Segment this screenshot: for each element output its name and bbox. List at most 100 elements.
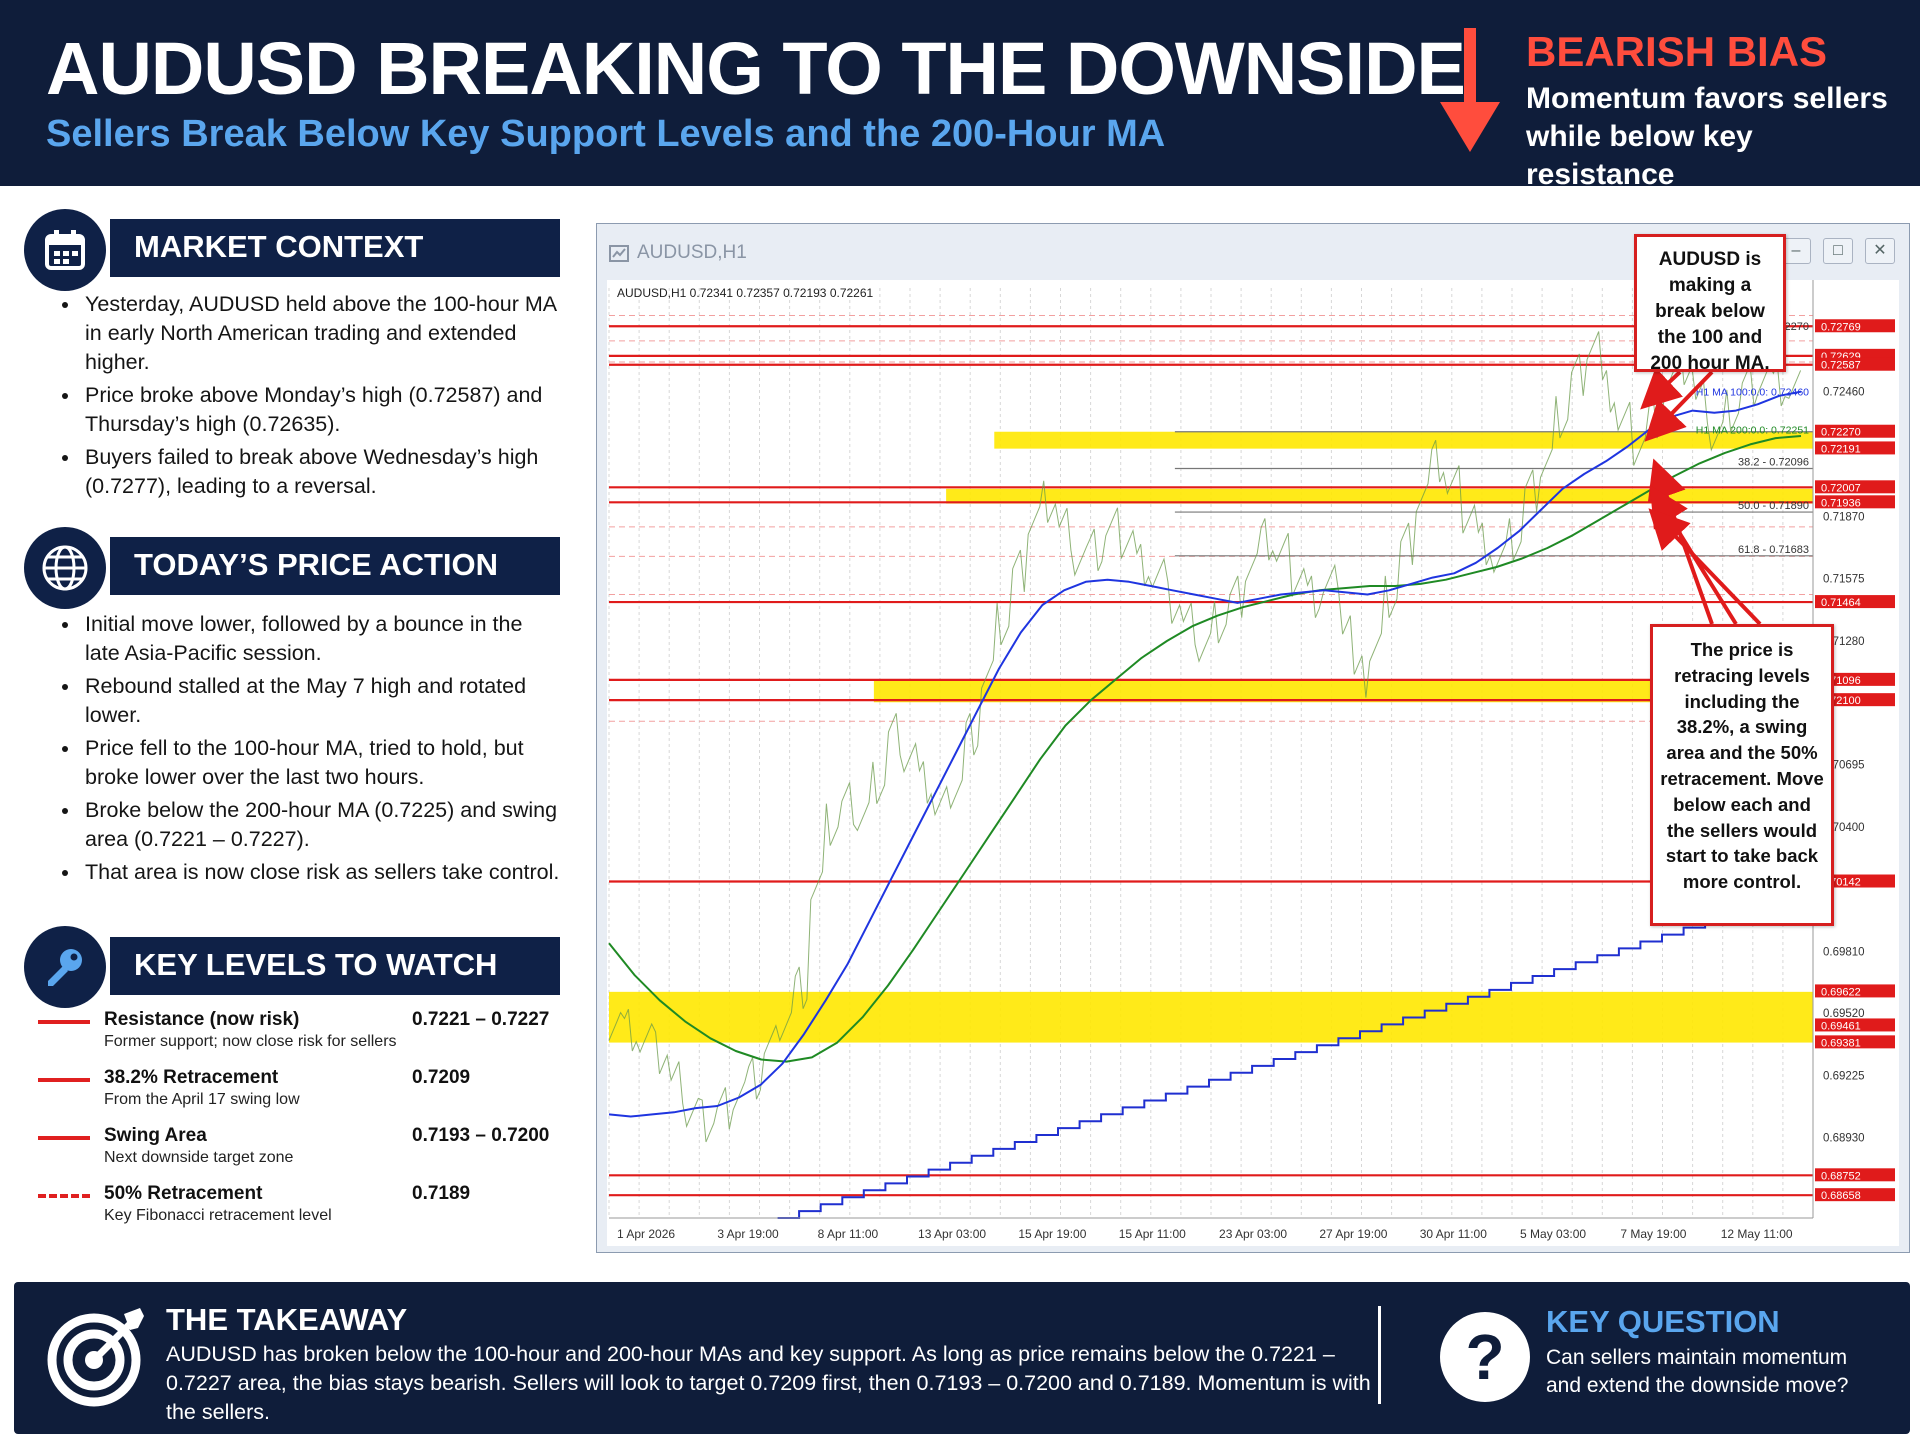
fib-label: 61.8 - 0.71683 [1738, 544, 1809, 556]
price-label: 0.72587 [1821, 360, 1861, 372]
price-label: 0.72270 [1821, 427, 1861, 439]
legend-line-solid [38, 1020, 90, 1024]
level-value: 0.7209 [412, 1067, 471, 1088]
x-tick-label: 5 May 03:00 [1520, 1227, 1586, 1241]
bias-title: BEARISH BIAS [1526, 28, 1828, 75]
calendar-icon [24, 209, 106, 291]
price-label: 0.72191 [1821, 443, 1861, 455]
price-label-box [1815, 441, 1895, 455]
x-tick-label: 27 Apr 19:00 [1319, 1227, 1387, 1241]
left-panel: MARKET CONTEXT Yesterday, AUDUSD held ab… [0, 186, 590, 1276]
price-label-box [1815, 1018, 1895, 1032]
window-controls: – □ ✕ [1763, 238, 1903, 266]
ma100-line [608, 390, 1802, 1118]
price-label: 0.69381 [1821, 1037, 1861, 1049]
key-levels-heading: KEY LEVELS TO WATCH [110, 937, 560, 995]
legend-line-dashed [38, 1194, 90, 1198]
support-zone [946, 488, 1813, 504]
level-swing-area: Swing Area Next downside target zone 0.7… [38, 1125, 568, 1179]
takeaway-panel: THE TAKEAWAY AUDUSD has broken below the… [14, 1282, 1910, 1434]
list-item: Buyers failed to break above Wednesday’s… [62, 443, 562, 501]
price-label: 0.68752 [1821, 1170, 1861, 1182]
ma-label: H1 MA 100:0.0: 0.72460 [1696, 387, 1809, 399]
list-item: Rebound stalled at the May 7 high and ro… [62, 672, 562, 730]
globe-icon [24, 527, 106, 609]
price-label-box [1815, 984, 1895, 998]
level-value: 0.7221 – 0.7227 [412, 1009, 550, 1030]
support-zone [994, 431, 1813, 449]
fib-label: 50.0 - 0.71890 [1738, 500, 1809, 512]
question-icon: ? [1440, 1312, 1530, 1402]
price-label: 0.69622 [1821, 986, 1861, 998]
price-label-box [1815, 1035, 1895, 1049]
y-tick-label: 0.71575 [1823, 574, 1865, 586]
price-label-box [1815, 672, 1895, 686]
step-line [777, 885, 1835, 1219]
price-label: 0.71936 [1821, 497, 1861, 509]
level-38-retracement: 38.2% Retracement From the April 17 swin… [38, 1067, 568, 1121]
price-label: 0.72007 [1821, 482, 1861, 494]
list-item: Yesterday, AUDUSD held above the 100-hou… [62, 290, 562, 377]
price-label-box [1815, 495, 1895, 509]
level-name: 50% Retracement [104, 1183, 263, 1204]
level-name: Swing Area [104, 1125, 207, 1146]
level-50-retracement: 50% Retracement Key Fibonacci retracemen… [38, 1183, 568, 1237]
list-item: Price broke above Monday’s high (0.72587… [62, 381, 562, 439]
market-context-list: Yesterday, AUDUSD held above the 100-hou… [62, 290, 562, 505]
price-label-box [1815, 874, 1895, 888]
chart-info-line: AUDUSD,H1 0.72341 0.72357 0.72193 0.7226… [617, 286, 874, 300]
key-icon [24, 926, 106, 1008]
ma-label: H1 MA 200:0.0: 0.72251 [1696, 425, 1809, 437]
list-item: Initial move lower, followed by a bounce… [62, 610, 562, 668]
chart-window-icon [609, 245, 629, 262]
price-label-box [1815, 357, 1895, 371]
page-subtitle: Sellers Break Below Key Support Levels a… [46, 113, 1166, 155]
x-tick-label: 15 Apr 11:00 [1119, 1227, 1186, 1241]
level-desc: Next downside target zone [104, 1149, 294, 1166]
x-tick-label: 8 Apr 11:00 [818, 1227, 879, 1241]
price-label-box [1815, 480, 1895, 494]
y-tick-label: 0.69810 [1823, 947, 1865, 959]
y-tick-label: 0.68930 [1823, 1133, 1865, 1145]
list-item: Broke below the 200-hour MA (0.7225) and… [62, 796, 562, 854]
maximize-button[interactable]: □ [1823, 238, 1853, 264]
retracement-callout: The price is retracing levels including … [1650, 624, 1834, 926]
divider [1378, 1306, 1381, 1404]
key-question-text: Can sellers maintain momentum and extend… [1546, 1346, 1849, 1397]
price-label-box [1815, 319, 1895, 333]
level-name: Resistance (now risk) [104, 1009, 300, 1030]
down-arrow-icon [1440, 28, 1500, 152]
list-item: Price fell to the 100-hour MA, tried to … [62, 734, 562, 792]
bias-text: Momentum favors sellers while below key … [1526, 82, 1888, 191]
takeaway-text: AUDUSD has broken below the 100-hour and… [166, 1342, 1371, 1424]
close-button[interactable]: ✕ [1865, 238, 1895, 264]
price-label-box [1815, 1188, 1895, 1202]
price-label: 0.69461 [1821, 1020, 1861, 1032]
price-series [608, 331, 1802, 1143]
x-tick-label: 1 Apr 2026 [617, 1227, 675, 1241]
header: AUDUSD BREAKING TO THE DOWNSIDE Sellers … [0, 0, 1920, 191]
price-label: 0.72769 [1821, 321, 1861, 333]
level-resistance: Resistance (now risk) Former support; no… [38, 1009, 568, 1063]
list-item: That area is now close risk as sellers t… [62, 858, 562, 887]
x-tick-label: 7 May 19:00 [1620, 1227, 1686, 1241]
y-tick-label: 0.71870 [1823, 511, 1865, 523]
legend-line-solid [38, 1078, 90, 1082]
fib-label: 38.2 - 0.72096 [1738, 457, 1809, 469]
x-tick-label: 23 Apr 03:00 [1219, 1227, 1287, 1241]
price-label: 0.68658 [1821, 1190, 1861, 1202]
price-label-box [1815, 424, 1895, 438]
y-tick-label: 0.72460 [1823, 387, 1865, 399]
level-desc: From the April 17 swing low [104, 1091, 300, 1108]
page-title: AUDUSD BREAKING TO THE DOWNSIDE [46, 27, 1466, 110]
chart-window-title: AUDUSD,H1 [637, 242, 747, 263]
ma-break-callout: AUDUSD is making a break below the 100 a… [1634, 234, 1786, 374]
price-label: 0.71464 [1821, 597, 1861, 609]
price-label-box [1815, 1168, 1895, 1182]
price-label-box [1815, 693, 1895, 707]
level-value: 0.7189 [412, 1183, 471, 1204]
legend-line-solid [38, 1136, 90, 1140]
minimize-button[interactable]: – [1781, 238, 1811, 264]
x-tick-label: 30 Apr 11:00 [1420, 1227, 1487, 1241]
